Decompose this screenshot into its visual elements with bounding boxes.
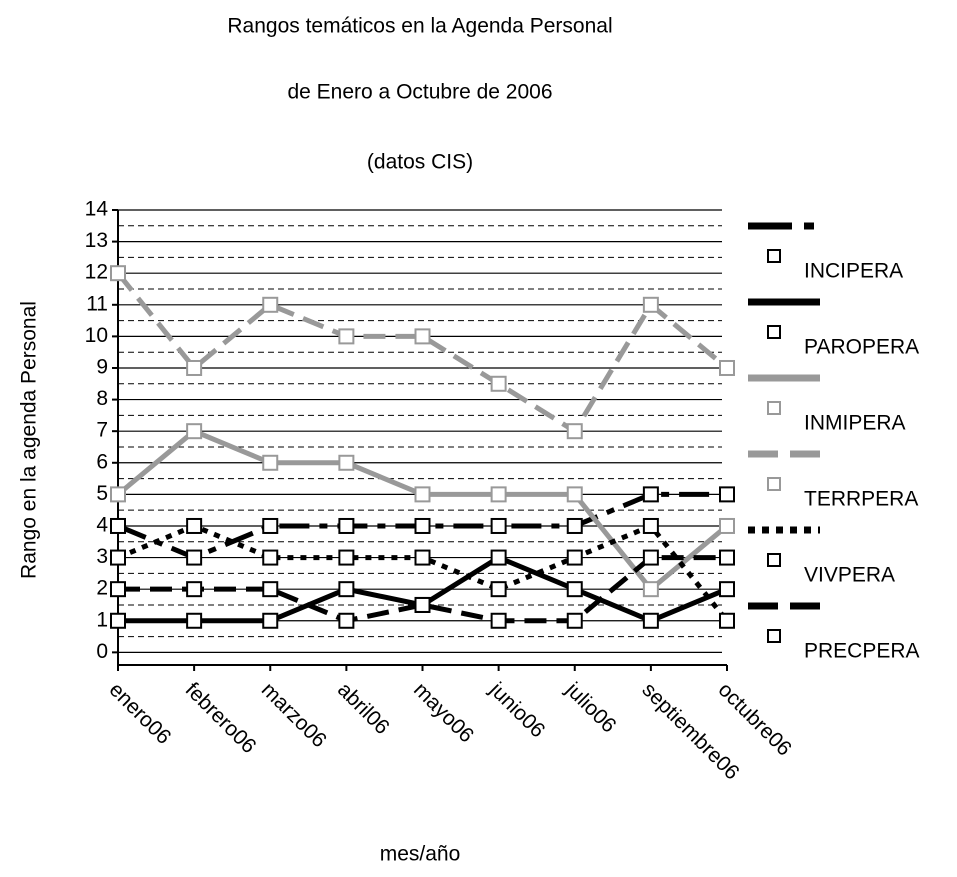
series-marker — [338, 517, 355, 534]
y-tick-label: 5 — [96, 482, 108, 505]
legend-marker — [767, 325, 781, 339]
x-tick-label: abril06 — [333, 678, 394, 739]
x-axis-label: mes/año — [380, 843, 461, 866]
x-tick-label: marzo06 — [257, 678, 331, 752]
legend-marker — [767, 401, 781, 415]
series-marker — [642, 612, 659, 629]
series-marker — [490, 612, 507, 629]
series-marker — [110, 265, 126, 282]
series-marker — [414, 517, 431, 534]
series-marker — [490, 517, 507, 534]
y-tick-label: 13 — [85, 229, 108, 252]
series-marker — [566, 612, 583, 629]
series-line — [118, 555, 727, 624]
series-marker — [186, 549, 203, 566]
series-marker — [414, 596, 431, 613]
series-marker — [566, 517, 583, 534]
series-marker — [110, 612, 126, 629]
series-marker — [186, 581, 203, 598]
chart-note: (datos CIS) — [367, 151, 473, 174]
series-marker — [338, 612, 355, 629]
legend-label: PRECPERA — [804, 640, 920, 663]
y-tick-label: 12 — [85, 261, 108, 284]
legend-marker — [767, 553, 781, 567]
y-tick-label: 10 — [85, 324, 108, 347]
x-tick-label: febrero06 — [181, 678, 261, 758]
series-marker — [719, 517, 735, 534]
series-marker — [262, 517, 279, 534]
series-marker — [642, 486, 659, 503]
series-marker — [719, 549, 735, 566]
series-marker — [566, 486, 583, 503]
legend-label: PAROPERA — [804, 336, 919, 359]
y-tick-label: 2 — [96, 577, 108, 600]
series-marker — [110, 549, 126, 566]
series-line — [116, 271, 729, 435]
chart-title: Rangos temáticos en la Agenda Personal — [227, 15, 612, 38]
series-marker — [262, 296, 279, 313]
series-marker — [719, 581, 735, 598]
series-marker — [338, 454, 355, 471]
legend-marker — [767, 477, 781, 491]
y-tick-label: 0 — [96, 640, 108, 663]
series-marker — [719, 486, 735, 503]
y-tick-label: 1 — [96, 608, 108, 631]
chart-subtitle: de Enero a Octubre de 2006 — [287, 81, 552, 104]
series-marker — [414, 486, 431, 503]
series-marker — [642, 517, 659, 534]
series-marker — [186, 359, 203, 376]
series-marker — [110, 581, 126, 598]
y-tick-label: 8 — [96, 387, 108, 410]
y-tick-label: 11 — [86, 292, 108, 315]
y-tick-label: 14 — [85, 198, 109, 221]
series-marker — [566, 549, 583, 566]
series-marker — [262, 581, 279, 598]
legend-label: INCIPERA — [804, 260, 903, 283]
y-tick-label: 6 — [96, 450, 108, 473]
series-marker — [490, 549, 507, 566]
series-marker — [719, 612, 735, 629]
series-marker — [338, 581, 355, 598]
x-tick-label: enero06 — [105, 678, 176, 749]
legend-label: VIVPERA — [804, 564, 895, 587]
y-tick-label: 3 — [96, 545, 108, 568]
series-marker — [414, 328, 431, 345]
y-tick-label: 4 — [96, 514, 108, 537]
series-marker — [338, 549, 355, 566]
x-tick-label: octubre06 — [714, 678, 796, 760]
x-tick-label: mayo06 — [409, 678, 478, 747]
legend-marker — [767, 629, 781, 643]
series-marker — [566, 581, 583, 598]
x-tick-label: junio06 — [484, 677, 549, 742]
series-marker — [490, 375, 507, 392]
y-tick-label: 7 — [96, 419, 108, 442]
legend-label: INMIPERA — [804, 412, 906, 435]
series-marker — [490, 581, 507, 598]
legend-marker — [767, 249, 781, 263]
y-axis-label: Rango en la agenda Personal — [18, 301, 41, 579]
series-marker — [642, 549, 659, 566]
series-marker — [642, 296, 659, 313]
series-marker — [490, 486, 507, 503]
series-marker — [110, 517, 126, 534]
series-marker — [262, 612, 279, 629]
series-marker — [262, 549, 279, 566]
series-marker — [414, 549, 431, 566]
y-tick-label: 9 — [96, 356, 108, 379]
series-marker — [338, 328, 355, 345]
x-tick-label: julio06 — [561, 677, 621, 737]
series-marker — [186, 517, 203, 534]
series-marker — [719, 359, 735, 376]
series-marker — [186, 423, 203, 440]
series-marker — [642, 581, 659, 598]
series-marker — [186, 612, 203, 629]
series-marker — [566, 423, 583, 440]
legend-label: TERRPERA — [804, 488, 918, 511]
series-marker — [262, 454, 279, 471]
series-marker — [110, 486, 126, 503]
